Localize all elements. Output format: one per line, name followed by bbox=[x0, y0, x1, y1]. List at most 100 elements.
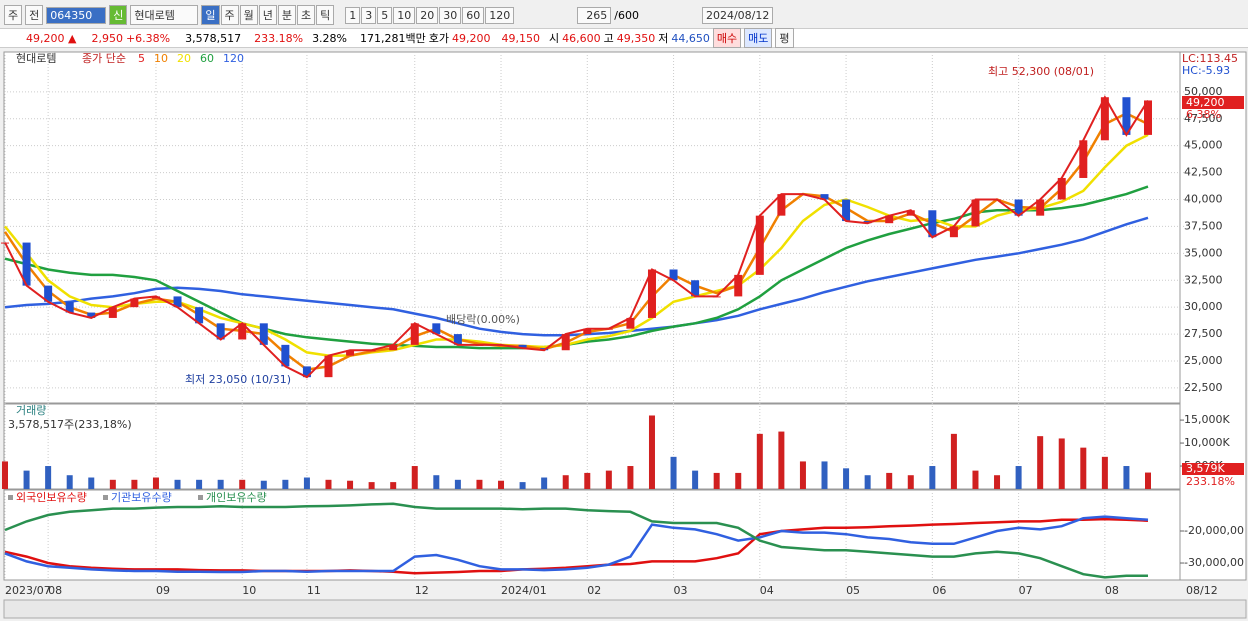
candle bbox=[518, 344, 527, 349]
quote-bar: 49,200 ▲ 2,950 +6.38% 3,578,517 233.18% … bbox=[0, 28, 1248, 48]
period-button[interactable]: 일 bbox=[201, 5, 220, 25]
x-tick-label: 2023/07 bbox=[5, 584, 51, 597]
volume-bar bbox=[260, 480, 267, 489]
volume-bar bbox=[713, 472, 720, 489]
volume-bar bbox=[605, 470, 612, 489]
code-input[interactable]: 064350 bbox=[46, 6, 107, 24]
candle bbox=[1100, 97, 1109, 141]
series-line bbox=[4, 502, 1148, 579]
y-tick-label: 22,500 bbox=[1184, 381, 1223, 394]
volume-bar bbox=[217, 479, 224, 489]
candle bbox=[820, 194, 829, 200]
minute-button[interactable]: 60 bbox=[462, 6, 485, 24]
minute-button[interactable]: 10 bbox=[393, 6, 416, 24]
sell-button[interactable]: 매도 bbox=[744, 28, 773, 48]
legend-entry: 20 bbox=[177, 52, 191, 65]
volume-bar bbox=[1015, 466, 1022, 489]
volume-bar bbox=[843, 468, 850, 489]
volume-bar bbox=[282, 479, 289, 489]
volume-bar bbox=[303, 477, 310, 489]
volume-bar bbox=[886, 472, 893, 489]
volume-bar bbox=[799, 461, 806, 489]
y-tick-label: -20,000,00 bbox=[1184, 524, 1244, 537]
legend-swatch bbox=[103, 495, 108, 500]
buy-button[interactable]: 매수 bbox=[712, 28, 742, 48]
candle bbox=[734, 274, 743, 297]
candle bbox=[971, 199, 980, 227]
volume-bar bbox=[66, 475, 73, 489]
volume-bar bbox=[498, 480, 505, 489]
low-label: 저 bbox=[658, 32, 669, 45]
x-tick-label: 05 bbox=[846, 584, 860, 597]
legend-entry: 외국인보유수량 bbox=[16, 491, 87, 504]
date[interactable]: 2024/08/12 bbox=[701, 6, 774, 24]
minute-button[interactable]: 3 bbox=[361, 6, 377, 24]
volume-bar bbox=[239, 479, 246, 489]
period-button[interactable]: 주 bbox=[220, 5, 239, 25]
series-line bbox=[4, 515, 1149, 574]
volume-bar bbox=[821, 461, 828, 489]
candle bbox=[216, 323, 225, 340]
scrollbar[interactable] bbox=[3, 599, 1247, 619]
count[interactable]: 265 bbox=[577, 6, 612, 24]
lc-label: LC:113.45 bbox=[1182, 52, 1238, 65]
volume-bar bbox=[1123, 466, 1130, 489]
volume-bar bbox=[1101, 456, 1108, 489]
candle bbox=[1122, 97, 1131, 135]
volume-bar bbox=[23, 470, 30, 489]
legend-entry: 120 bbox=[223, 52, 244, 65]
period-button[interactable]: 년 bbox=[258, 5, 277, 25]
y-tick-label: 45,000 bbox=[1184, 139, 1223, 152]
avg-button[interactable]: 평 bbox=[775, 28, 794, 48]
candle bbox=[1036, 199, 1045, 216]
market[interactable]: 주 bbox=[4, 5, 23, 25]
period-button[interactable]: 분 bbox=[277, 5, 296, 25]
annotation: 배당락(0.00%) bbox=[446, 313, 520, 326]
candle bbox=[863, 221, 872, 224]
volume-bar bbox=[692, 470, 699, 489]
volume-bar bbox=[778, 431, 785, 489]
candle bbox=[1057, 177, 1066, 200]
candle bbox=[583, 328, 592, 335]
candle bbox=[44, 285, 53, 302]
volume-bar bbox=[174, 479, 181, 489]
volume-ratio: 233.18% bbox=[1186, 475, 1235, 488]
minute-button[interactable]: 20 bbox=[416, 6, 439, 24]
minute-button[interactable]: 30 bbox=[439, 6, 462, 24]
candle bbox=[302, 366, 311, 378]
volume-bar bbox=[648, 415, 655, 489]
period-button[interactable]: 초 bbox=[297, 5, 316, 25]
series-line bbox=[4, 216, 1149, 337]
candle bbox=[410, 323, 419, 345]
minute-button[interactable]: 5 bbox=[377, 6, 393, 24]
minute-button[interactable]: 1 bbox=[345, 6, 361, 24]
volume-bar bbox=[735, 472, 742, 489]
legend-swatch bbox=[8, 495, 13, 500]
candle bbox=[906, 210, 915, 216]
prev[interactable]: 전 bbox=[25, 5, 44, 25]
period-button[interactable]: 월 bbox=[239, 5, 258, 25]
volume-bar bbox=[972, 470, 979, 489]
volume-panel bbox=[3, 403, 1181, 490]
x-tick-label: 06 bbox=[932, 584, 946, 597]
legend-entry: 10 bbox=[154, 52, 168, 65]
max-count: /600 bbox=[614, 8, 639, 22]
volume-bar bbox=[411, 466, 418, 489]
volume-ratio: 233.18% bbox=[254, 31, 304, 45]
minute-button[interactable]: 120 bbox=[485, 6, 515, 24]
credit[interactable]: 신 bbox=[109, 5, 128, 25]
volume-bar bbox=[88, 477, 95, 489]
x-tick-label: 04 bbox=[760, 584, 774, 597]
x-end-label: 08/12 bbox=[1186, 584, 1218, 597]
change: 2,950 bbox=[91, 31, 123, 45]
candle bbox=[949, 226, 958, 238]
legend-entry: 개인보유수량 bbox=[206, 491, 267, 504]
y-tick-label: 25,000 bbox=[1184, 354, 1223, 367]
volume-bar bbox=[670, 456, 677, 489]
candle bbox=[561, 334, 570, 351]
period-button[interactable]: 틱 bbox=[316, 5, 335, 25]
volume-bar bbox=[45, 466, 52, 489]
high-label: 고 bbox=[603, 32, 614, 45]
